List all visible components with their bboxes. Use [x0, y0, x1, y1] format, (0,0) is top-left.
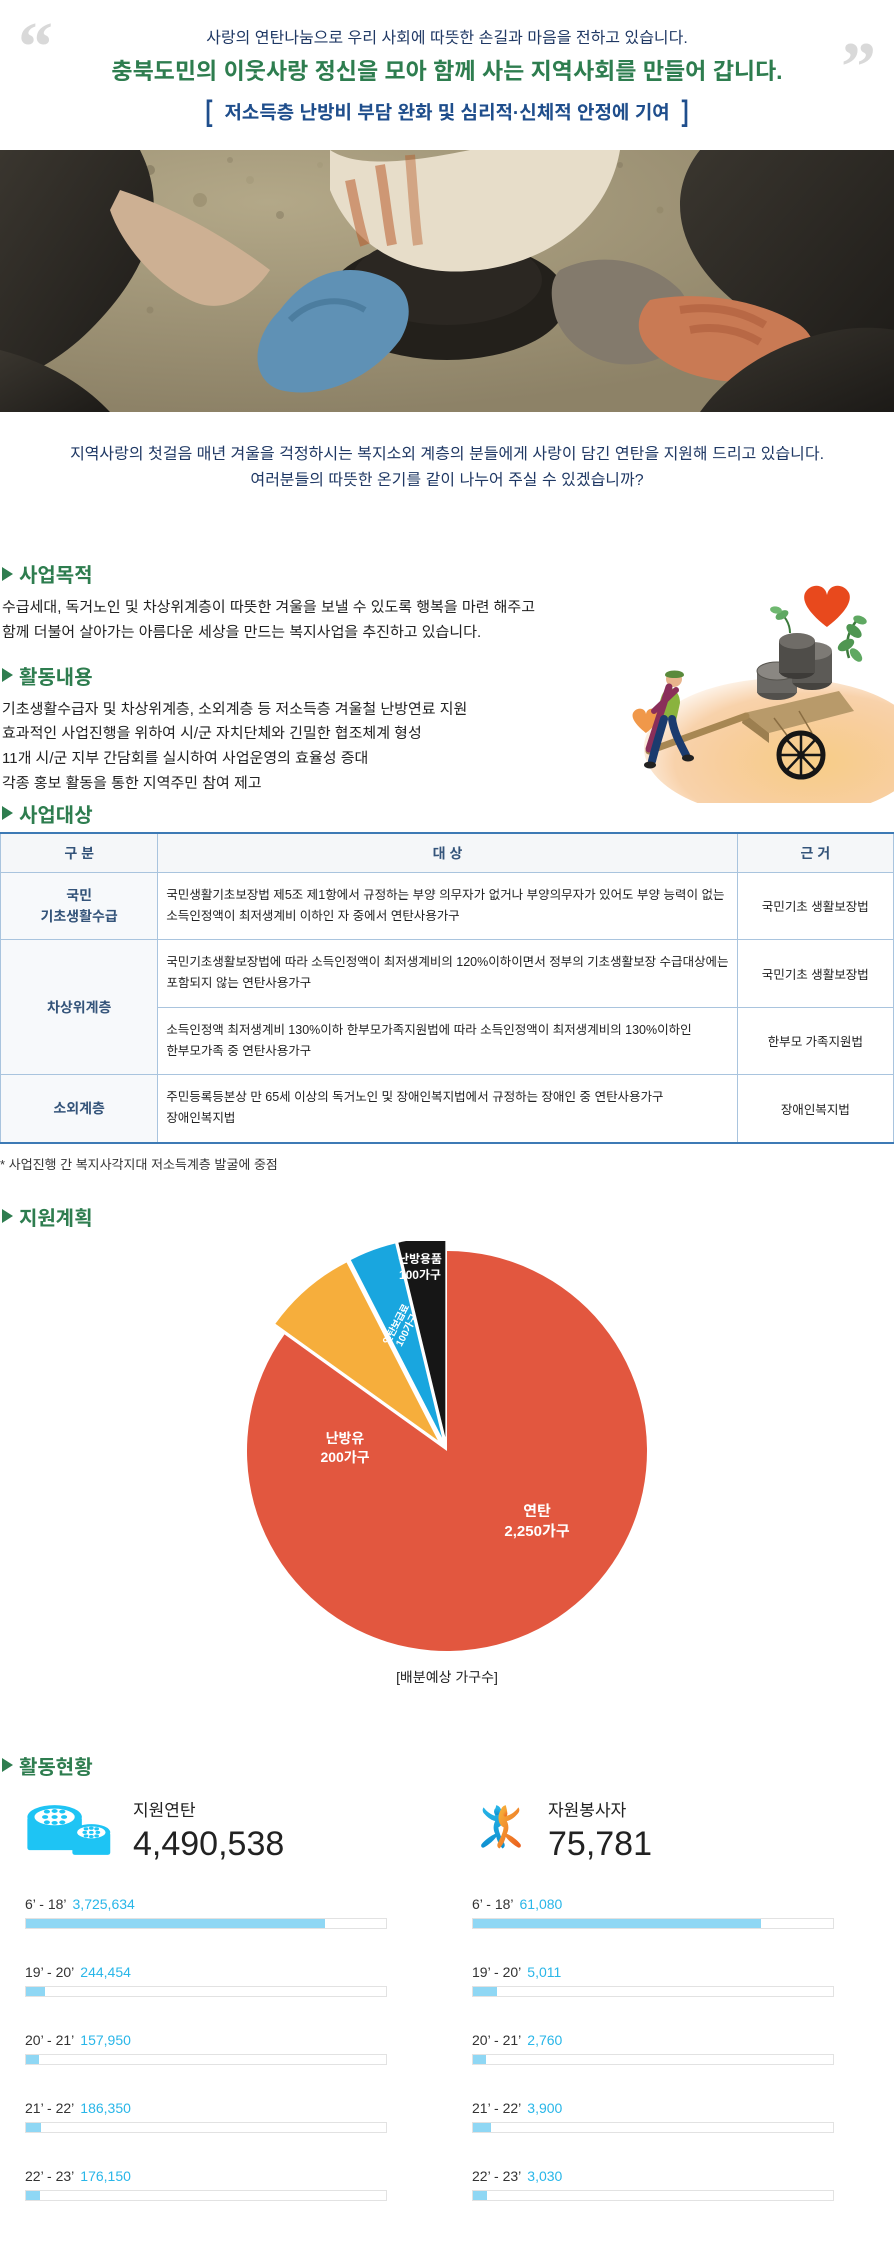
svg-text:2,250가구: 2,250가구: [504, 1523, 569, 1540]
svg-text:연탄: 연탄: [523, 1503, 551, 1520]
svg-text:200가구: 200가구: [320, 1449, 369, 1465]
svg-text:난방용품: 난방용품: [398, 1252, 442, 1266]
svg-text:난방유: 난방유: [326, 1430, 365, 1446]
svg-text:100가구: 100가구: [399, 1268, 441, 1282]
